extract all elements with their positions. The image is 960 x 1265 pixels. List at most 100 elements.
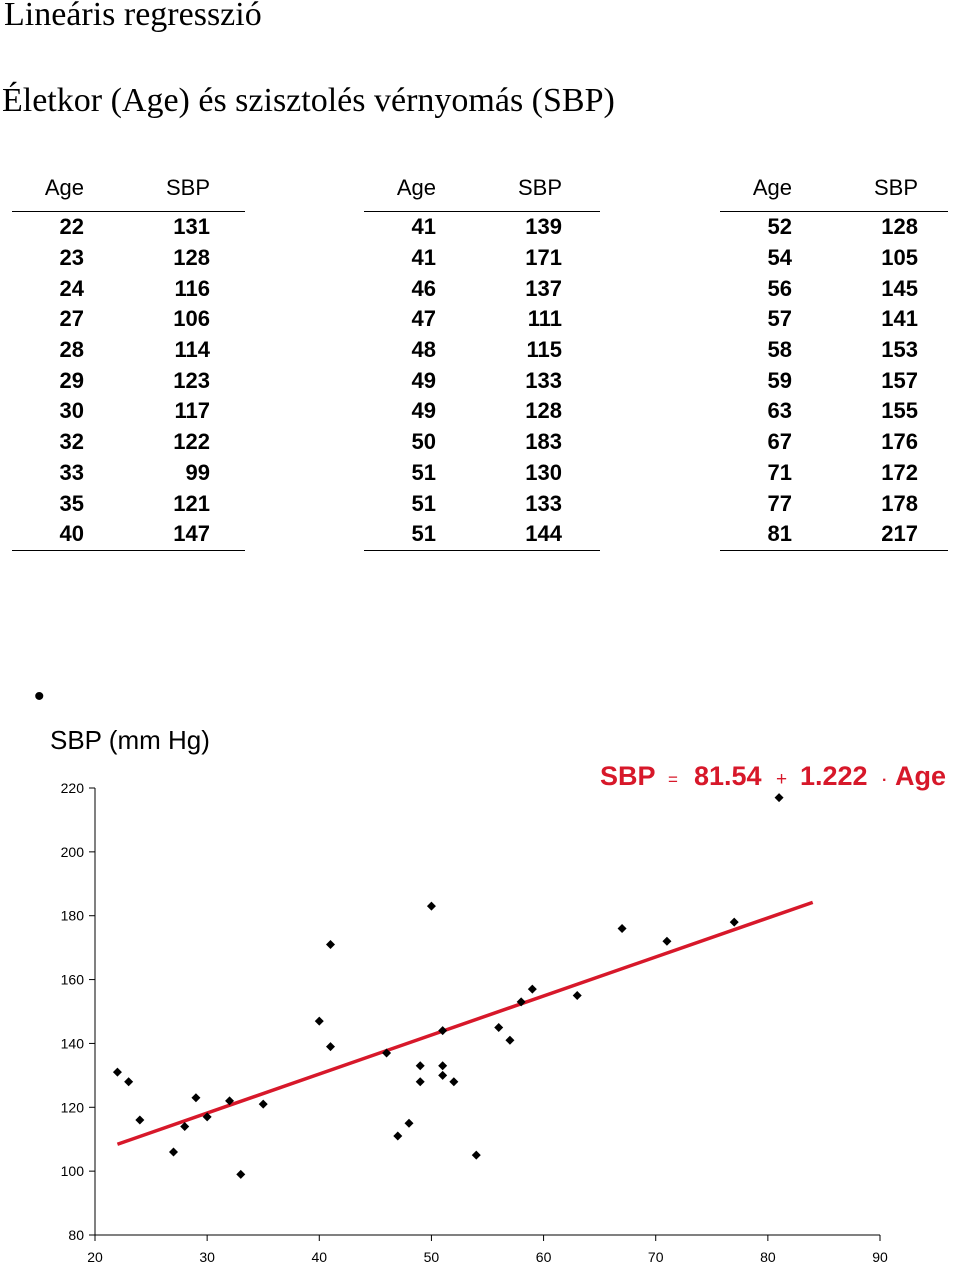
equation-age: Age <box>895 761 946 791</box>
column-header-sbp: SBP <box>84 172 210 212</box>
sbp-cell: 183 <box>525 429 562 455</box>
data-point <box>314 1016 324 1026</box>
data-point <box>471 1150 481 1160</box>
page-subtitle: Életkor (Age) és szisztolés vérnyomás (S… <box>2 82 615 119</box>
age-cell: 41 <box>411 245 436 271</box>
x-tick-label: 60 <box>536 1249 552 1265</box>
age-cell: 40 <box>12 518 84 551</box>
equation-slope: 1.222 <box>800 761 868 791</box>
table-row: 22 131 <box>12 212 245 243</box>
sbp-cell: 133 <box>525 490 562 516</box>
age-cell: 52 <box>767 214 792 240</box>
data-point <box>617 923 627 933</box>
equation-plus: + <box>776 769 787 790</box>
data-point <box>572 991 582 1001</box>
x-tick-label: 50 <box>424 1249 440 1265</box>
data-point <box>662 936 672 946</box>
age-cell: 58 <box>767 337 792 363</box>
sbp-cell: 115 <box>526 337 563 363</box>
data-point <box>774 793 784 803</box>
sbp-cell: 106 <box>173 306 210 332</box>
x-tick-label: 40 <box>311 1249 327 1265</box>
data-point <box>326 1042 335 1052</box>
data-point <box>124 1077 134 1087</box>
data-point <box>505 1035 515 1045</box>
sbp-cell: 128 <box>881 214 918 240</box>
age-cell: 54 <box>767 245 792 271</box>
sbp-cell: 217 <box>792 518 918 551</box>
age-cell: 56 <box>767 275 792 301</box>
data-point <box>415 1077 425 1087</box>
table-row: 29 123 <box>12 365 245 396</box>
x-tick-label: 70 <box>648 1249 664 1265</box>
data-point <box>326 939 335 949</box>
sbp-cell: 111 <box>527 306 562 332</box>
table-row: 32 122 <box>12 427 245 458</box>
table-row: 49 128 <box>364 396 600 427</box>
data-point <box>729 917 739 927</box>
age-cell: 57 <box>767 306 792 332</box>
table-row: 81 217 <box>720 518 948 551</box>
table-row: 47 111 <box>364 304 600 335</box>
sbp-cell: 137 <box>525 275 562 301</box>
table-row: 59 157 <box>720 365 948 396</box>
sbp-cell: 130 <box>525 459 562 485</box>
sbp-cell: 121 <box>173 490 210 516</box>
table-row: 27 106 <box>12 304 245 335</box>
table-row: 52 128 <box>720 212 948 243</box>
age-cell: 29 <box>59 367 84 393</box>
column-header-age: Age <box>720 172 792 212</box>
page-title: Lineáris regresszió <box>4 0 262 33</box>
age-cell: 49 <box>411 398 436 424</box>
age-cell: 46 <box>411 275 436 301</box>
y-tick-label: 100 <box>61 1163 85 1179</box>
table-row: 57 141 <box>720 304 948 335</box>
age-cell: 63 <box>767 398 792 424</box>
data-point <box>438 1026 448 1036</box>
sbp-cell: 131 <box>173 214 210 240</box>
sbp-cell: 153 <box>881 337 918 363</box>
data-point <box>191 1093 201 1103</box>
data-point <box>202 1112 212 1122</box>
x-tick-label: 30 <box>199 1249 215 1265</box>
x-tick-label: 80 <box>760 1249 776 1265</box>
data-point <box>494 1022 504 1032</box>
regression-line <box>116 900 814 1146</box>
table-row: 71 172 <box>720 458 948 489</box>
age-cell: 33 <box>59 459 84 485</box>
y-tick-label: 220 <box>61 780 85 796</box>
equation-intercept: 81.54 <box>694 761 762 791</box>
data-point <box>258 1099 268 1109</box>
y-tick-label: 160 <box>61 972 85 988</box>
sbp-cell: 139 <box>525 214 562 240</box>
data-table-1: Age SBP 22 131 23 128 24 116 27 106 28 114 29 123 30… <box>12 172 245 551</box>
table-row: 51 144 <box>364 518 600 551</box>
data-table-2: Age SBP 41 139 41 171 46 137 47 111 48 115 49 133 49… <box>364 172 600 551</box>
age-cell: 48 <box>411 337 436 363</box>
table-row: 41 171 <box>364 243 600 274</box>
age-cell: 59 <box>767 367 792 393</box>
data-point <box>449 1077 459 1087</box>
y-tick-label: 200 <box>61 844 85 860</box>
age-cell: 51 <box>411 490 436 516</box>
data-point <box>527 984 537 994</box>
age-cell: 32 <box>59 429 84 455</box>
sbp-cell: 128 <box>173 245 210 271</box>
data-point <box>415 1061 425 1071</box>
age-cell: 77 <box>767 490 792 516</box>
data-point <box>426 901 436 911</box>
sbp-cell: 155 <box>881 398 918 424</box>
sbp-cell: 105 <box>881 245 918 271</box>
table-row: 24 116 <box>12 273 245 304</box>
table-row: 48 115 <box>364 335 600 366</box>
data-point <box>236 1169 246 1179</box>
table-row: 67 176 <box>720 427 948 458</box>
table-row: 56 145 <box>720 273 948 304</box>
age-cell: 22 <box>59 214 84 240</box>
sbp-cell: 128 <box>525 398 562 424</box>
sbp-cell: 117 <box>174 398 211 424</box>
sbp-cell: 99 <box>185 459 210 485</box>
table-row: 50 183 <box>364 427 600 458</box>
sbp-cell: 141 <box>881 306 918 332</box>
age-cell: 24 <box>59 275 84 301</box>
